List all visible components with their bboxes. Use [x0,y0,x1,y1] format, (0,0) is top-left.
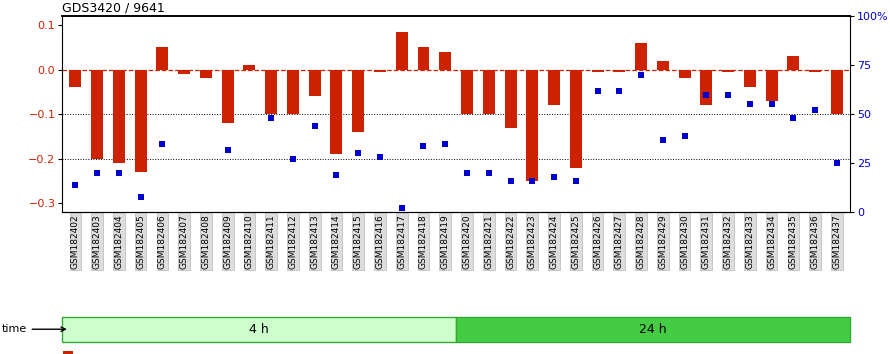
Text: GSM182428: GSM182428 [636,214,645,269]
Bar [134,69,147,172]
Text: GDS3420 / 9641: GDS3420 / 9641 [62,2,165,15]
Text: GSM182424: GSM182424 [549,214,559,269]
Bar [222,69,234,123]
Text: GSM182437: GSM182437 [832,214,841,269]
Text: GSM182433: GSM182433 [745,214,755,269]
Text: GSM182427: GSM182427 [615,214,624,269]
Text: GSM182413: GSM182413 [311,214,320,269]
Bar [678,69,691,79]
Bar [113,69,125,163]
Bar [62,317,457,342]
Bar [287,69,299,114]
Bar [526,69,538,181]
Text: GSM182411: GSM182411 [267,214,276,269]
Text: GSM182405: GSM182405 [136,214,145,269]
Bar [352,69,364,132]
Text: GSM182412: GSM182412 [288,214,297,269]
Bar [744,69,756,87]
Text: GSM182430: GSM182430 [680,214,689,269]
Bar [482,69,495,114]
Text: GSM182416: GSM182416 [376,214,384,269]
Text: GSM182423: GSM182423 [528,214,537,269]
Text: GSM182409: GSM182409 [223,214,232,269]
Text: 24 h: 24 h [639,323,667,336]
Text: GSM182414: GSM182414 [332,214,341,269]
Bar [700,69,712,105]
Bar [63,351,73,354]
Bar [200,69,212,79]
Text: GSM182426: GSM182426 [593,214,602,269]
Bar [178,69,190,74]
Text: GSM182435: GSM182435 [789,214,797,269]
Text: GSM182434: GSM182434 [767,214,776,269]
Bar [788,56,799,69]
Bar [613,69,626,72]
Text: GSM182410: GSM182410 [245,214,254,269]
Text: time: time [2,324,66,334]
Bar [570,69,582,168]
Text: GSM182404: GSM182404 [115,214,124,269]
Text: GSM182417: GSM182417 [397,214,406,269]
Text: GSM182431: GSM182431 [702,214,711,269]
Bar [457,317,850,342]
Bar [592,69,603,72]
Text: GSM182418: GSM182418 [419,214,428,269]
Bar [91,69,103,159]
Text: GSM182408: GSM182408 [201,214,210,269]
Bar [722,69,734,72]
Text: GSM182429: GSM182429 [659,214,668,269]
Bar [69,69,81,87]
Text: GSM182415: GSM182415 [353,214,363,269]
Bar [374,69,386,72]
Bar [831,69,843,114]
Text: GSM182425: GSM182425 [571,214,580,269]
Text: GSM182432: GSM182432 [724,214,732,269]
Bar [396,32,408,69]
Text: GSM182406: GSM182406 [158,214,167,269]
Text: 4 h: 4 h [249,323,269,336]
Bar [657,61,668,69]
Bar [265,69,277,114]
Text: GSM182436: GSM182436 [811,214,820,269]
Bar [809,69,821,72]
Bar [417,47,430,69]
Bar [330,69,343,154]
Text: GSM182407: GSM182407 [180,214,189,269]
Bar [505,69,516,127]
Bar [635,43,647,69]
Bar [440,52,451,69]
Text: GSM182419: GSM182419 [441,214,449,269]
Bar [244,65,255,69]
Text: GSM182403: GSM182403 [93,214,101,269]
Text: GSM182420: GSM182420 [463,214,472,269]
Text: GSM182422: GSM182422 [506,214,515,269]
Bar [157,47,168,69]
Text: GSM182421: GSM182421 [484,214,493,269]
Bar [309,69,320,96]
Bar [548,69,560,105]
Text: GSM182402: GSM182402 [71,214,80,269]
Bar [765,69,778,101]
Bar [461,69,473,114]
